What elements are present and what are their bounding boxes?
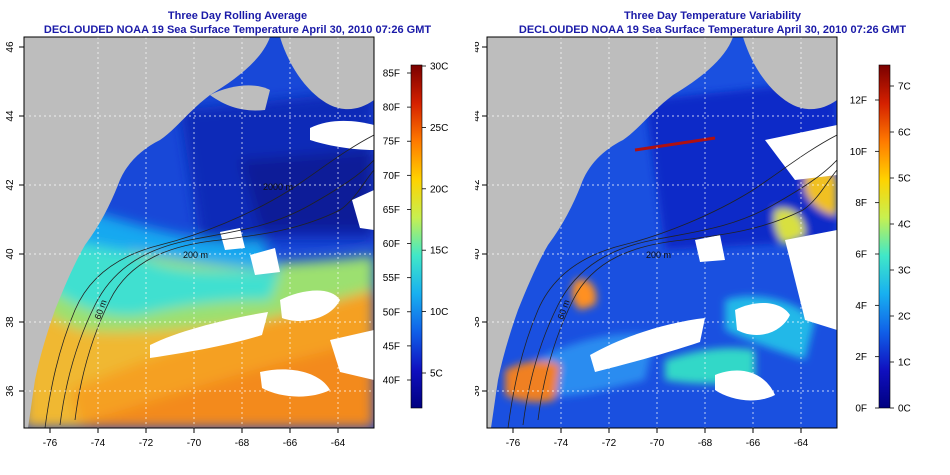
colorbar-fahrenheit-labels: 12F 10F 8F 6F 4F 2F 0F: [850, 96, 879, 415]
lat-tick-label: 44: [5, 110, 16, 122]
rolling-average-map: 60 m 200 m 2000 m: [24, 37, 374, 428]
colorbar-fahrenheit-label: 40F: [383, 376, 400, 387]
colorbar-fahrenheit-label: 65F: [383, 205, 400, 216]
colorbar-celsius-label: 20C: [430, 184, 448, 195]
lat-tick-label: 38: [5, 316, 16, 328]
colorbar-fahrenheit-label: 12F: [850, 96, 867, 107]
colorbar-fahrenheit-label: 4F: [855, 301, 867, 312]
colorbar-fahrenheit-label: 75F: [383, 137, 400, 148]
lat-tick-label: 44: [475, 110, 482, 122]
contour-label-200m: 200 m: [646, 250, 671, 260]
lon-tick-label: -74: [91, 438, 106, 449]
map-frame: [23, 36, 375, 429]
rolling-average-panel: Three Day Rolling Average DECLOUDED NOAA…: [5, 10, 448, 449]
variability-map: 60 m 200 m: [487, 37, 837, 428]
lat-tick-label: 42: [5, 179, 16, 191]
colorbar-celsius-label: 15C: [430, 246, 448, 257]
lon-tick-label: -72: [602, 438, 617, 449]
colorbar-fahrenheit-label: 60F: [383, 239, 400, 250]
lon-axis: -76 -74 -72 -70 -68 -66 -64: [506, 428, 809, 449]
land: [487, 37, 837, 428]
lon-tick-label: -74: [554, 438, 569, 449]
colorbar-celsius-label: 6C: [898, 128, 911, 139]
lon-tick-label: -64: [331, 438, 346, 449]
colorbar-fahrenheit-label: 80F: [383, 103, 400, 114]
lon-tick-label: -68: [698, 438, 713, 449]
lon-tick-label: -66: [746, 438, 761, 449]
variability-colorbar: [878, 64, 891, 409]
colorbar-celsius-label: 7C: [898, 82, 911, 93]
lat-tick-label: 46: [475, 41, 482, 53]
lon-tick-label: -76: [43, 438, 58, 449]
lat-tick-label: 38: [475, 316, 482, 328]
colorbar-celsius-label: 5C: [430, 369, 443, 380]
colorbar-fahrenheit-label: 2F: [855, 352, 867, 363]
map-frame: [486, 36, 838, 429]
colorbar-fahrenheit-label: 8F: [855, 198, 867, 209]
lat-tick-label: 42: [475, 179, 482, 191]
colorbar-fahrenheit-label: 10F: [850, 147, 867, 158]
lon-tick-label: -66: [283, 438, 298, 449]
colorbar-fahrenheit-label: 6F: [855, 250, 867, 261]
colorbar-fahrenheit-label: 70F: [383, 171, 400, 182]
contour-label-2000m: 2000 m: [263, 182, 293, 192]
colorbar-celsius-label: 10C: [430, 307, 448, 318]
colorbar-celsius-label: 4C: [898, 220, 911, 231]
rolling-average-subtitle: DECLOUDED NOAA 19 Sea Surface Temperatur…: [43, 24, 432, 36]
variability-streak: [634, 136, 716, 152]
lat-tick-label: 46: [5, 41, 16, 53]
lat-axis: 36 38 40 42 44 46: [475, 41, 487, 397]
contour-label-200m: 200 m: [183, 250, 208, 260]
map-grid: [487, 37, 837, 428]
colorbar-fahrenheit-label: 85F: [383, 69, 400, 80]
colorbar-celsius-label: 25C: [430, 123, 448, 134]
colorbar-celsius-label: 2C: [898, 312, 911, 323]
colorbar-fahrenheit-labels: 85F 80F 75F 70F 65F 60F 55F 50F 45F 40F: [383, 69, 411, 387]
lon-tick-label: -70: [650, 438, 665, 449]
lat-tick-label: 36: [5, 385, 16, 397]
lon-tick-label: -64: [794, 438, 809, 449]
bathymetry-contours: [507, 134, 837, 428]
rolling-average-title: Three Day Rolling Average: [167, 10, 308, 22]
land: [24, 37, 374, 428]
colorbar-celsius-label: 5C: [898, 174, 911, 185]
lat-axis: 36 38 40 42 44 46: [5, 41, 24, 397]
lon-tick-label: -72: [139, 438, 154, 449]
rolling-average-colorbar: [410, 64, 423, 409]
lat-tick-label: 40: [475, 248, 482, 260]
colorbar-fahrenheit-label: 55F: [383, 273, 400, 284]
variability-subtitle: DECLOUDED NOAA 19 Sea Surface Temperatur…: [518, 24, 907, 36]
variability-title: Three Day Temperature Variability: [623, 10, 802, 22]
colorbar-celsius-labels: 7C 6C 5C 4C 3C 2C 1C 0C: [890, 82, 911, 415]
colorbar-celsius-label: 1C: [898, 358, 911, 369]
colorbar-celsius-labels: 30C 25C 20C 15C 10C 5C: [422, 62, 448, 380]
colorbar-fahrenheit-label: 0F: [855, 404, 867, 415]
rolling-average-svg: 60 m 200 m 2000 m -76 -74 -72 -70 -68 -6…: [5, 36, 448, 449]
lon-tick-label: -68: [235, 438, 250, 449]
map-grid: [24, 37, 374, 428]
lat-tick-label: 40: [5, 248, 16, 260]
colorbar-fahrenheit-label: 50F: [383, 307, 400, 318]
variability-svg: 60 m 200 m -76 -74 -72 -70 -68 -66 -64: [475, 36, 911, 449]
lon-tick-label: -70: [187, 438, 202, 449]
colorbar-celsius-label: 3C: [898, 266, 911, 277]
lat-tick-label: 36: [475, 385, 482, 397]
colorbar-celsius-label: 0C: [898, 404, 911, 415]
variability-panel: Three Day Temperature Variability DECLOU…: [475, 0, 950, 475]
colorbar-fahrenheit-label: 45F: [383, 341, 400, 352]
colorbar-celsius-label: 30C: [430, 62, 448, 73]
bathymetry-contours: [44, 134, 374, 428]
lon-tick-label: -76: [506, 438, 521, 449]
cloud-mask: [150, 120, 374, 397]
lon-axis: -76 -74 -72 -70 -68 -66 -64: [43, 428, 346, 449]
